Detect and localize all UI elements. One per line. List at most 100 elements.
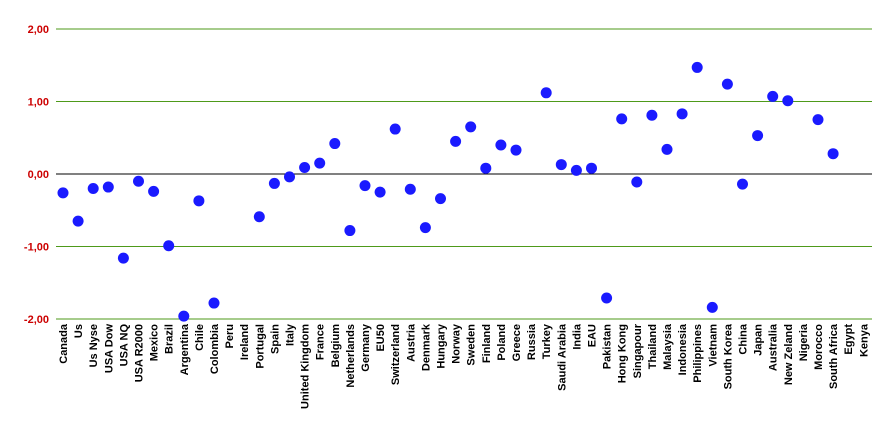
data-point xyxy=(102,181,114,193)
data-point xyxy=(601,292,613,304)
data-point xyxy=(193,195,205,207)
data-point xyxy=(72,215,84,227)
data-points xyxy=(57,61,839,322)
x-category-label: Chile xyxy=(194,324,206,351)
x-category-label: Spain xyxy=(269,324,281,354)
x-category-label: Austria xyxy=(405,323,417,362)
data-point xyxy=(450,135,462,147)
data-point xyxy=(570,164,582,176)
x-category-label: Argentina xyxy=(179,323,191,375)
data-point xyxy=(616,113,628,125)
x-category-label: Vietnam xyxy=(707,324,719,367)
x-category-label: Indonesia xyxy=(677,323,689,375)
data-point xyxy=(721,78,733,90)
x-category-label: Belgium xyxy=(330,324,342,368)
data-point xyxy=(284,171,295,183)
x-category-label: Peru xyxy=(224,324,236,348)
y-tick-label: 0,00 xyxy=(28,169,49,181)
data-point xyxy=(706,301,718,313)
y-tick-label: 1,00 xyxy=(28,97,49,109)
x-category-label: EAU xyxy=(587,324,599,347)
gridlines xyxy=(56,28,872,320)
x-category-label: Singapour xyxy=(632,323,644,378)
data-point xyxy=(676,108,688,120)
x-category-label: Portugal xyxy=(254,324,266,369)
x-category-label: Poland xyxy=(496,324,508,361)
data-point xyxy=(555,159,567,171)
data-point xyxy=(208,297,220,309)
x-category-label: Russia xyxy=(526,323,538,360)
x-category-label: Thailand xyxy=(647,324,659,369)
data-point xyxy=(404,183,416,195)
x-category-label: New Zeland xyxy=(783,324,795,385)
data-point xyxy=(419,222,431,234)
data-point xyxy=(691,61,703,73)
data-point xyxy=(752,130,764,142)
x-category-label: India xyxy=(571,323,583,350)
x-category-label: France xyxy=(315,324,327,360)
x-category-label: Nigeria xyxy=(798,323,810,361)
x-category-label: Hungary xyxy=(436,323,448,369)
x-category-label: Japan xyxy=(753,324,765,356)
x-category-label: Germany xyxy=(360,323,372,372)
y-tick-label: -1,00 xyxy=(24,242,49,254)
x-category-label: Canada xyxy=(58,323,70,364)
data-point xyxy=(782,95,794,107)
x-category-label: Hong Kong xyxy=(617,324,629,383)
data-point xyxy=(812,114,824,126)
data-point xyxy=(389,123,401,135)
x-category-label: China xyxy=(738,323,750,354)
x-category-label: Italy xyxy=(285,323,297,346)
data-point xyxy=(299,161,311,173)
data-point xyxy=(314,157,326,169)
data-point xyxy=(57,187,69,199)
x-category-label: Mexico xyxy=(149,324,161,362)
x-category-label: USA Dow xyxy=(103,324,115,374)
data-point xyxy=(646,109,658,121)
data-point xyxy=(495,139,507,151)
x-category-label: Morocco xyxy=(813,324,825,370)
data-point xyxy=(117,252,129,264)
y-tick-label: 2,00 xyxy=(28,24,49,36)
data-point xyxy=(329,138,341,150)
x-category-label: Saudi Arabia xyxy=(556,323,568,391)
data-point xyxy=(480,162,492,174)
data-point xyxy=(148,185,160,197)
data-point xyxy=(344,225,356,237)
x-category-label: Kenya xyxy=(858,323,870,357)
x-category-label: Us Nyse xyxy=(88,324,100,367)
data-point xyxy=(767,90,779,102)
data-point xyxy=(163,240,175,252)
x-axis-categories: Canada Us Us Nyse USA Dow USA NQ USA R2000 Mex… xyxy=(58,323,870,409)
data-point xyxy=(540,87,552,99)
data-point xyxy=(178,310,190,322)
data-point xyxy=(87,183,99,194)
data-point xyxy=(631,176,643,188)
data-point xyxy=(586,162,597,174)
y-axis-ticks: 2,00 1,00 0,00 -1,00 -2,00 xyxy=(24,24,49,326)
x-category-label: Brazil xyxy=(164,324,176,354)
y-tick-label: -2,00 xyxy=(24,314,49,326)
x-category-label: United Kingdom xyxy=(300,324,312,409)
x-category-label: Norway xyxy=(451,323,463,364)
x-category-label: Turkey xyxy=(541,323,553,359)
data-point xyxy=(827,148,839,160)
x-category-label: Netherlands xyxy=(345,324,357,388)
data-point xyxy=(359,180,371,192)
x-category-label: Switzerland xyxy=(390,324,402,385)
data-point xyxy=(661,143,673,155)
data-point xyxy=(465,121,477,133)
x-category-label: Colombia xyxy=(209,323,221,374)
x-category-label: USA R2000 xyxy=(134,324,146,382)
x-category-label: Us xyxy=(73,324,85,338)
data-point xyxy=(268,177,280,189)
data-point xyxy=(374,186,386,198)
x-category-label: Ireland xyxy=(239,324,251,360)
x-category-label: Denmark xyxy=(420,323,432,371)
x-category-label: USA NQ xyxy=(118,324,130,367)
x-category-label: Philippines xyxy=(692,324,704,383)
data-point xyxy=(253,211,265,223)
x-category-label: Malaysia xyxy=(662,323,674,370)
x-category-label: Australia xyxy=(768,323,780,371)
